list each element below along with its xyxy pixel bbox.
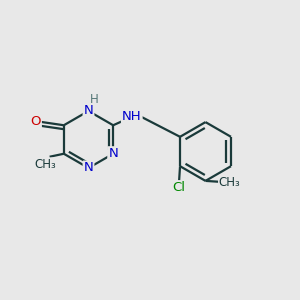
Text: N: N <box>84 161 93 175</box>
Text: CH₃: CH₃ <box>219 176 240 189</box>
Text: N: N <box>84 104 93 118</box>
Text: Cl: Cl <box>172 181 185 194</box>
Text: O: O <box>30 115 41 128</box>
Text: NH: NH <box>122 110 142 123</box>
Text: CH₃: CH₃ <box>34 158 56 171</box>
Text: N: N <box>108 147 118 160</box>
Text: H: H <box>89 93 98 106</box>
